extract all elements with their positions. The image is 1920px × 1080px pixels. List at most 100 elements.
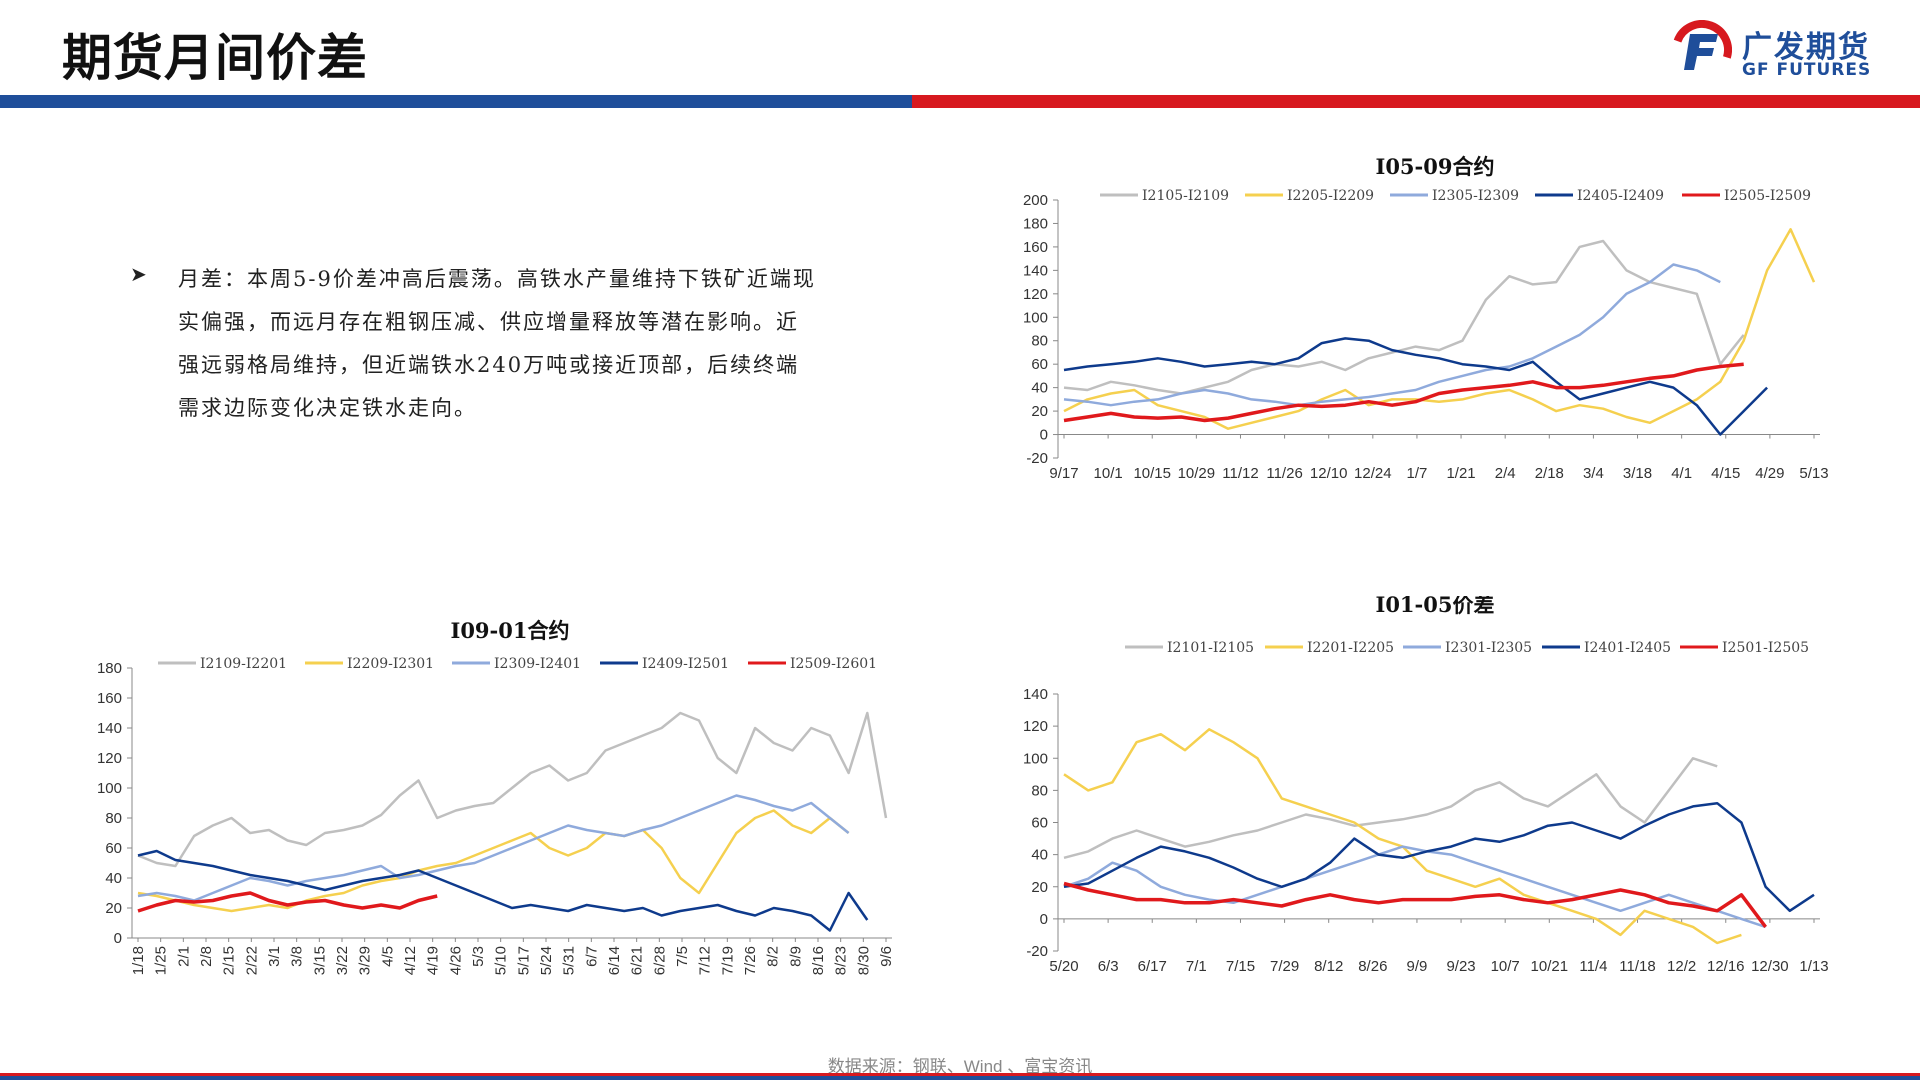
x-tick-label: 6/28 xyxy=(651,946,668,975)
x-tick-label: 3/22 xyxy=(334,946,351,975)
x-tick-label: 8/9 xyxy=(787,946,804,967)
chart-i05-09: I05-09合约 I2105-I2109 I2205-I2209 I2305-I230… xyxy=(1023,154,1829,482)
y-tick-label: 100 xyxy=(1023,309,1048,326)
x-tick-label: 11/12 xyxy=(1222,465,1258,482)
x-tick-label: 5/3 xyxy=(470,946,487,967)
legend-label: I2401-I2405 xyxy=(1584,640,1671,656)
x-tick-label: 8/2 xyxy=(765,946,782,967)
y-tick-label: 100 xyxy=(97,780,122,797)
x-tick-label: 7/29 xyxy=(1270,958,1299,975)
logo-en-text: GF FUTURES xyxy=(1742,60,1872,80)
data-source: 数据来源：钢联、Wind 、富宝资讯 xyxy=(827,1057,1093,1076)
legend-label: I2309-I2401 xyxy=(494,656,581,672)
x-tick-label: 4/19 xyxy=(425,946,442,975)
x-tick-label: 4/29 xyxy=(1755,465,1784,482)
x-tick-label: 4/26 xyxy=(447,946,464,975)
legend-label: I2501-I2505 xyxy=(1722,640,1809,656)
x-tick-label: 3/29 xyxy=(357,946,374,975)
x-tick-label: 1/18 xyxy=(130,946,147,975)
series-line xyxy=(1063,801,1815,913)
x-tick-label: 12/30 xyxy=(1751,958,1789,975)
x-tick-label: 4/15 xyxy=(1711,465,1740,482)
x-tick-label: 4/1 xyxy=(1671,465,1692,482)
x-tick-label: 11/4 xyxy=(1579,958,1607,975)
series-line xyxy=(137,711,888,868)
x-tick-label: 2/4 xyxy=(1495,465,1516,482)
x-tick-label: 8/26 xyxy=(1358,958,1387,975)
x-tick-label: 10/7 xyxy=(1491,958,1520,975)
y-tick-label: 80 xyxy=(1031,333,1048,350)
series-line xyxy=(137,809,850,913)
y-tick-label: 60 xyxy=(1031,356,1048,373)
x-tick-label: 6/3 xyxy=(1098,958,1119,975)
x-tick-label: 7/5 xyxy=(674,946,691,967)
x-tick-label: 5/17 xyxy=(515,946,532,975)
legend-label: I2409-I2501 xyxy=(642,656,729,672)
x-tick-label: 1/7 xyxy=(1407,465,1428,482)
x-tick-label: 2/18 xyxy=(1535,465,1564,482)
x-tick-label: 9/6 xyxy=(878,946,895,967)
legend-label: I2509-I2601 xyxy=(790,656,877,672)
x-tick-label: 12/2 xyxy=(1667,958,1696,975)
series-line xyxy=(1063,228,1816,430)
x-tick-label: 9/17 xyxy=(1049,465,1078,482)
x-tick-label: 2/22 xyxy=(243,946,260,975)
y-tick-label: 140 xyxy=(1023,686,1048,703)
legend-label: I2209-I2301 xyxy=(347,656,434,672)
y-tick-label: 40 xyxy=(105,870,122,887)
x-tick-label: 6/14 xyxy=(606,946,623,975)
legend-label: I2305-I2309 xyxy=(1432,188,1519,204)
x-tick-label: 5/24 xyxy=(538,946,555,975)
y-tick-label: 0 xyxy=(1040,427,1048,444)
x-tick-label: 1/13 xyxy=(1799,958,1828,975)
chart-title: I05-09合约 xyxy=(1376,154,1495,179)
y-tick-label: 20 xyxy=(105,900,122,917)
legend-label: I2205-I2209 xyxy=(1287,188,1374,204)
x-tick-label: 3/8 xyxy=(289,946,306,967)
y-tick-label: 120 xyxy=(97,750,122,767)
legend-label: I2201-I2205 xyxy=(1307,640,1394,656)
chart-title: I09-01合约 xyxy=(451,618,570,643)
x-tick-label: 10/15 xyxy=(1133,465,1171,482)
x-tick-label: 2/8 xyxy=(198,946,215,967)
legend-label: I2505-I2509 xyxy=(1724,188,1811,204)
y-tick-label: 60 xyxy=(1031,815,1048,832)
legend-label: I2105-I2109 xyxy=(1142,188,1229,204)
x-tick-label: 5/31 xyxy=(561,946,578,975)
series-line xyxy=(1063,263,1721,407)
x-tick-label: 7/19 xyxy=(719,946,736,975)
legend-label: I2301-I2305 xyxy=(1445,640,1532,656)
chart-i01-05: I01-05价差 I2101-I2105 I2201-I2205 I2301-I230… xyxy=(1023,596,1829,975)
x-tick-label: 8/16 xyxy=(810,946,827,975)
y-tick-label: 180 xyxy=(97,660,122,677)
series-line xyxy=(137,794,850,902)
x-tick-label: 10/21 xyxy=(1531,958,1569,975)
footer-bar-blue xyxy=(0,1076,1920,1080)
gf-logo-icon xyxy=(1672,20,1732,80)
x-tick-label: 4/5 xyxy=(379,946,396,967)
y-tick-label: 0 xyxy=(1040,911,1048,928)
x-tick-label: 5/13 xyxy=(1799,465,1828,482)
series-line xyxy=(1063,881,1767,928)
y-tick-label: 140 xyxy=(1023,262,1048,279)
x-tick-label: 8/23 xyxy=(833,946,850,975)
header-bar-red xyxy=(912,95,1920,108)
y-tick-label: 40 xyxy=(1031,380,1048,397)
page-title: 期货月间价差 xyxy=(62,29,368,87)
header-bar-blue xyxy=(0,95,912,108)
x-tick-label: 3/15 xyxy=(311,946,328,975)
series-line xyxy=(1063,362,1744,423)
x-tick-label: 3/4 xyxy=(1583,465,1604,482)
footer-bar-red xyxy=(0,1073,1920,1076)
x-tick-label: 6/21 xyxy=(629,946,646,975)
x-tick-label: 9/23 xyxy=(1446,958,1475,975)
x-tick-label: 10/1 xyxy=(1094,465,1123,482)
series-line xyxy=(1063,239,1745,395)
y-tick-label: 20 xyxy=(1031,403,1048,420)
series-line xyxy=(1063,337,1768,436)
x-tick-label: 6/17 xyxy=(1138,958,1167,975)
y-tick-label: 120 xyxy=(1023,718,1048,735)
x-tick-label: 9/9 xyxy=(1407,958,1428,975)
logo-cn-text: 广发期货 xyxy=(1742,30,1870,65)
x-tick-label: 1/21 xyxy=(1446,465,1475,482)
